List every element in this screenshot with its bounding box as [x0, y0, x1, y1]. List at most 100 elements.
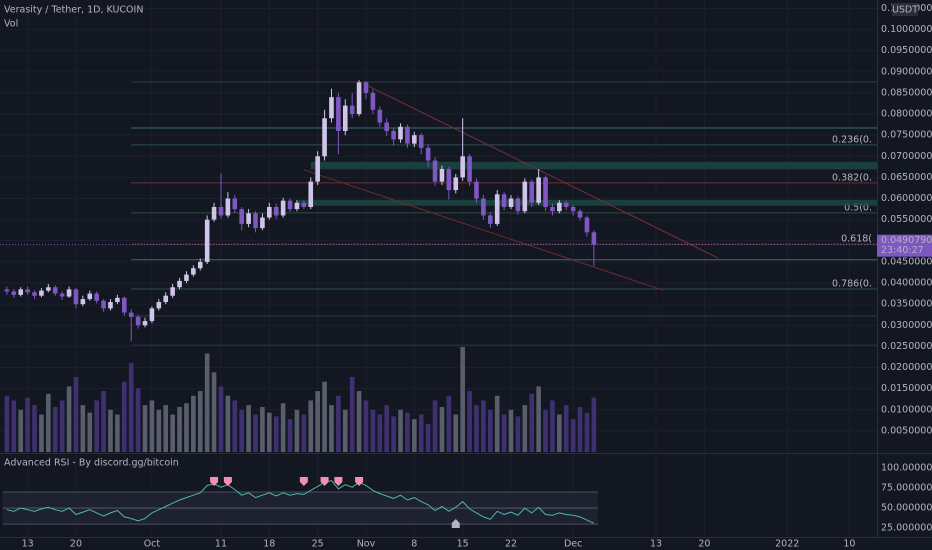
- x-tick-label: 15: [457, 539, 469, 550]
- candle-body: [4, 289, 10, 292]
- candle-body: [377, 109, 383, 123]
- volume-bar: [253, 414, 258, 452]
- candle-body: [412, 135, 417, 144]
- candle-body: [115, 297, 120, 303]
- volume-bar: [204, 353, 210, 452]
- volume-bar: [460, 347, 465, 452]
- x-tick-label: Dec: [564, 539, 582, 550]
- volume-bar: [315, 391, 320, 452]
- volume-bar: [73, 377, 79, 452]
- candle-body: [52, 287, 58, 294]
- volume-bar: [398, 409, 403, 452]
- volume-bar: [584, 412, 590, 452]
- candle-body: [287, 200, 293, 210]
- candle-body: [87, 293, 93, 300]
- level-label: 0.382(0.: [832, 172, 872, 183]
- volume-bar: [232, 400, 238, 452]
- candle-body: [391, 130, 396, 140]
- candle-body: [156, 302, 162, 309]
- currency-badge[interactable]: [892, 3, 918, 16]
- candle-body: [25, 289, 30, 293]
- candle-body: [73, 289, 79, 305]
- volume-bar: [467, 391, 472, 452]
- volume-bar: [391, 416, 396, 452]
- volume-bar: [87, 412, 93, 452]
- volume-bar: [135, 388, 141, 452]
- candle-body: [543, 177, 548, 207]
- candle-body: [446, 168, 452, 191]
- volume-bar: [550, 400, 555, 452]
- volume-bar: [363, 400, 369, 452]
- candle-body: [363, 82, 369, 93]
- y-tick-label: 50.00000000: [881, 503, 932, 514]
- symbol-title: Verasity / Tether, 1D, KUCOIN: [4, 5, 143, 16]
- candle-body: [135, 316, 141, 326]
- volume-bar: [336, 395, 341, 452]
- volume-bar: [577, 407, 583, 452]
- candle-body: [163, 295, 169, 303]
- candle-body: [18, 289, 24, 295]
- candle-body: [487, 215, 493, 224]
- volume-bar: [94, 400, 99, 452]
- candle-body: [425, 147, 431, 161]
- x-tick-label: 8: [411, 539, 417, 550]
- candle-body: [39, 290, 44, 296]
- candle-body: [342, 105, 348, 131]
- candle-body: [149, 308, 155, 322]
- level-label: 0.786(0.: [832, 278, 872, 289]
- x-tick-label: 11: [215, 539, 227, 550]
- x-tick-label: 18: [263, 539, 275, 550]
- x-tick-label: 20: [698, 539, 710, 550]
- candle-body: [66, 289, 72, 297]
- candle-body: [11, 291, 17, 295]
- volume-bar: [446, 395, 452, 452]
- candle-body: [170, 287, 175, 296]
- candle-body: [370, 92, 376, 110]
- overbought-marker: [334, 477, 343, 486]
- candle-body: [522, 181, 528, 212]
- volume-bar: [121, 381, 127, 452]
- candle-body: [591, 232, 597, 245]
- volume-bar: [557, 414, 562, 452]
- candle-body: [128, 312, 134, 317]
- candle-body: [550, 206, 555, 212]
- volume-bar: [280, 403, 286, 452]
- rsi-line: [6, 480, 595, 524]
- volume-bar: [453, 414, 459, 452]
- volume-bar: [211, 372, 217, 452]
- candle-body: [315, 156, 320, 182]
- volume-bar: [322, 381, 327, 452]
- volume-bar: [570, 419, 576, 452]
- volume-bar: [115, 414, 120, 452]
- volume-bar: [163, 405, 169, 452]
- volume-bar: [591, 397, 597, 452]
- volume-bar: [425, 423, 431, 452]
- x-tick-label: 25: [312, 539, 324, 550]
- indicator-title: Advanced RSI - By discord.gg/bitcoin: [4, 458, 179, 469]
- volume-bar: [522, 405, 528, 452]
- volume-bar: [239, 409, 244, 452]
- x-tick-label: 13: [22, 539, 34, 550]
- overbought-marker: [223, 477, 232, 486]
- candle-body: [474, 181, 479, 199]
- candle-body: [405, 126, 410, 144]
- volume-bar: [197, 391, 203, 452]
- volume-bar: [405, 412, 410, 452]
- candle-body: [460, 156, 465, 178]
- candle-body: [329, 97, 334, 119]
- candle-body: [577, 211, 583, 218]
- candle-body: [273, 206, 279, 216]
- candle-body: [432, 160, 438, 182]
